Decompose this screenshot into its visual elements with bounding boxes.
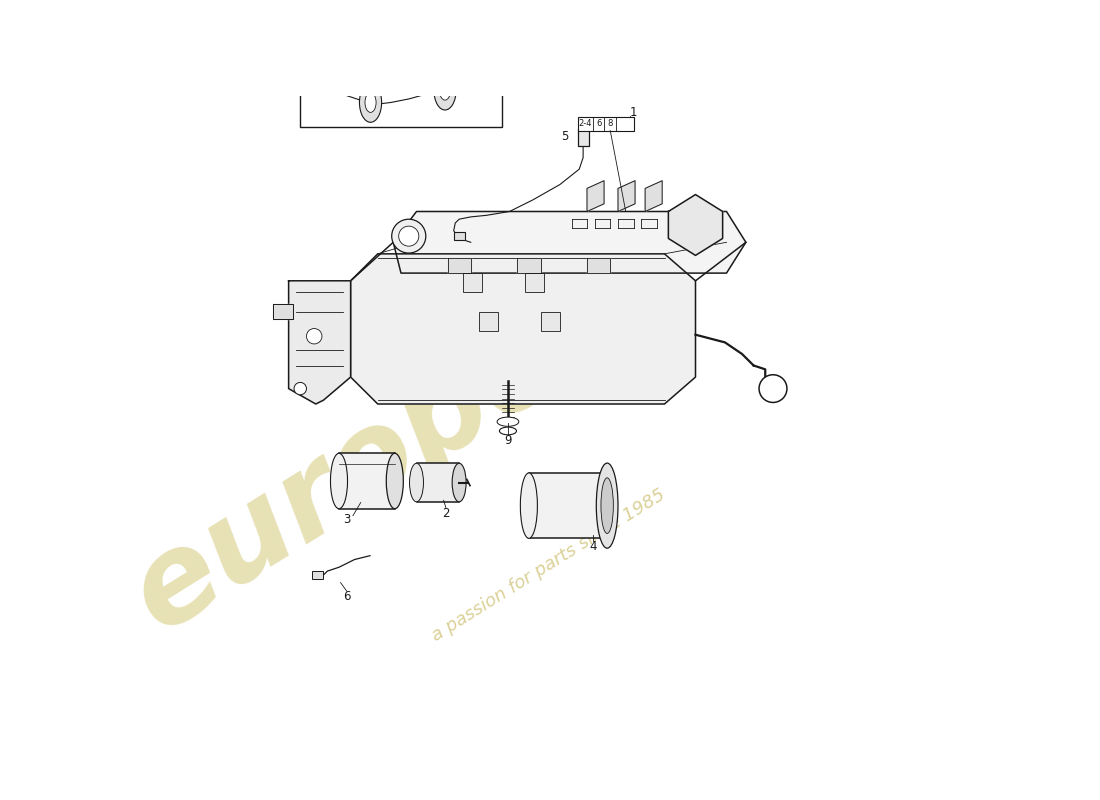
Ellipse shape: [365, 93, 376, 112]
Polygon shape: [394, 211, 746, 273]
Bar: [312, 571, 322, 578]
Polygon shape: [645, 181, 662, 211]
Text: 2-4: 2-4: [579, 119, 592, 128]
Circle shape: [294, 382, 307, 394]
Text: europes: europes: [110, 261, 645, 655]
Ellipse shape: [360, 82, 382, 122]
Bar: [525, 273, 544, 292]
Ellipse shape: [433, 70, 456, 110]
Text: 6: 6: [596, 119, 602, 128]
Bar: [300, 0, 502, 126]
Text: 4: 4: [590, 540, 597, 553]
Ellipse shape: [452, 463, 466, 502]
Ellipse shape: [497, 417, 519, 426]
Ellipse shape: [386, 454, 404, 509]
Circle shape: [759, 374, 786, 402]
Text: 2: 2: [442, 507, 450, 520]
Text: 6: 6: [343, 590, 351, 603]
Ellipse shape: [499, 427, 517, 435]
Ellipse shape: [596, 463, 618, 548]
Ellipse shape: [409, 463, 424, 502]
Ellipse shape: [601, 478, 614, 534]
Polygon shape: [587, 258, 610, 273]
Polygon shape: [448, 258, 471, 273]
Text: 1: 1: [629, 106, 637, 118]
Bar: [540, 312, 560, 331]
Text: 9: 9: [504, 434, 512, 446]
Bar: [578, 117, 634, 130]
Circle shape: [392, 219, 426, 253]
Text: a passion for parts since 1985: a passion for parts since 1985: [428, 486, 669, 646]
Bar: [339, 454, 395, 509]
Circle shape: [398, 226, 419, 246]
Text: 5: 5: [562, 130, 569, 142]
Polygon shape: [618, 181, 635, 211]
Bar: [578, 129, 590, 146]
Ellipse shape: [440, 80, 451, 100]
Text: 3: 3: [343, 513, 351, 526]
Bar: [478, 312, 498, 331]
Bar: [529, 473, 603, 538]
Polygon shape: [669, 194, 723, 255]
Ellipse shape: [330, 454, 348, 509]
Polygon shape: [517, 258, 540, 273]
Polygon shape: [587, 181, 604, 211]
Bar: [453, 232, 464, 240]
Text: 8: 8: [607, 119, 613, 128]
Bar: [463, 273, 483, 292]
Ellipse shape: [520, 473, 538, 538]
Polygon shape: [288, 281, 351, 404]
Circle shape: [307, 329, 322, 344]
Polygon shape: [273, 304, 293, 319]
Polygon shape: [351, 254, 695, 404]
Bar: [417, 463, 459, 502]
